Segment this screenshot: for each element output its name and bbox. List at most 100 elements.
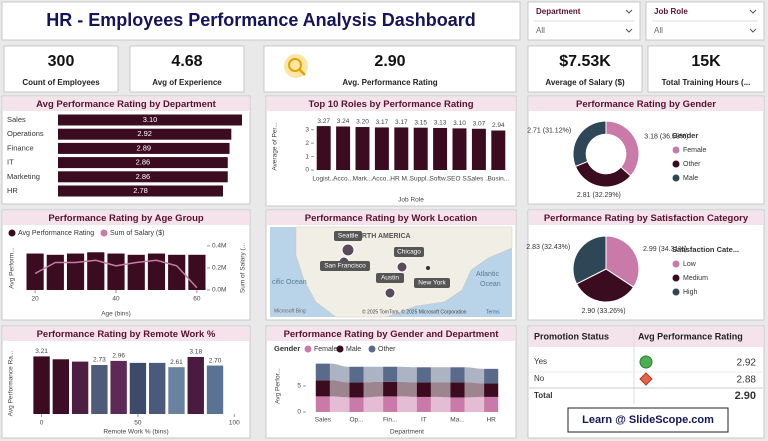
city-label: New York [418,280,446,287]
slicer-value: All [536,26,545,35]
bar [147,253,166,290]
x-axis-title: Job Role [398,197,424,204]
ribbon [329,363,350,383]
y-tick-label: Marketing [7,172,40,181]
data-label: 3.13 [434,120,447,127]
kpi-value: $7.53K [559,53,611,70]
data-label: 3.20 [356,119,369,126]
legend-marker [672,174,680,182]
ribbon [430,382,451,398]
city-tag [394,247,424,257]
segment [315,396,330,412]
bar [58,114,242,126]
table-cell: 2.88 [737,375,757,386]
y-tick-label: 0 [297,409,301,416]
slicer[interactable]: Job Role All [645,1,765,41]
bar [52,359,70,414]
x-tick-label: 100 [229,420,240,427]
bar [33,356,50,414]
data-label: 2.92 [137,129,152,138]
footer-box[interactable] [567,407,729,433]
kpi-frame [3,45,119,93]
title-band [267,97,515,111]
bar [316,126,331,170]
city-bubble[interactable] [396,261,408,273]
x-tick-label: IT [421,417,427,424]
x-tick-label: Ma... [450,417,465,424]
chart-panel: Performance Rating by Satisfaction Categ… [526,209,765,321]
chart-panel: Performance Rating by Gender 3.18 (36.59%… [527,95,765,205]
x-tick-label: Acco... [333,176,353,183]
legend-marker [8,229,16,237]
y-tick-label: 0 [305,167,309,174]
bar [336,126,351,170]
segment [349,366,364,383]
data-label: 2.78 [133,186,148,195]
bar [71,361,89,414]
y-tick-label: 5 [297,383,301,390]
data-label: 2.86 [136,158,151,167]
segment [416,396,431,412]
legend-title: Gender [274,344,300,353]
status-icon [639,355,653,369]
data-label: 3.07 [473,120,486,127]
bar [471,128,486,170]
bar [91,365,108,414]
ribbon [397,366,417,383]
city-label: Austin [381,275,399,282]
bar [58,142,230,154]
segment [349,382,364,398]
table-total: Total [534,391,553,400]
legend-marker [304,345,312,353]
x-axis-title: Age (bins) [101,311,131,318]
panel-title: Performance Rating by Satisfaction Categ… [544,213,749,224]
slicer[interactable]: Department All [527,1,641,41]
y-tick-label: Sales [7,115,26,124]
legend-title: Gender [672,131,698,140]
title-box [1,1,521,41]
panel-title: Performance Rating by Gender [576,99,716,110]
kpi-label: Avg. Performance Rating [342,78,437,87]
city-tag [414,278,450,288]
segment [450,382,465,398]
chart-panel: Top 10 Roles by Performance Rating Logist… [265,95,517,207]
y-tick-label: 1 [305,153,309,160]
data-label: 2.83 (32.43%) [526,244,570,251]
x-tick-label: HR M... [390,176,412,183]
map-terms[interactable]: Terms [486,309,500,315]
footer-link[interactable]: Learn @ SlideScope.com [582,414,714,426]
x-tick-label: Mark... [353,176,373,183]
city-bubble[interactable] [341,243,355,257]
data-label: 3.21 [35,348,48,355]
data-label: 2.99 (34.31%) [643,246,687,253]
slicer-value: All [654,26,663,35]
legend-label: Low [683,261,697,268]
x-tick-label: 20 [31,296,39,303]
legend-marker [368,345,376,353]
ribbon [329,380,350,398]
panel-title: Performance Rating by Remote Work % [37,329,216,340]
segment [484,396,499,412]
kpi-frame [129,45,245,93]
city-bubble[interactable] [384,287,396,299]
bar [491,130,506,170]
legend-marker [672,146,680,154]
city-bubble[interactable] [426,266,430,270]
data-label: 2.94 [492,122,505,129]
bar [168,254,186,290]
chart-panel: Performance Rating by Remote Work % 0 50 10… [1,325,251,439]
bar [26,253,44,290]
legend-label: Male [346,346,361,353]
segment [484,383,499,397]
title-band [267,211,515,225]
ribbon [464,367,485,384]
x-axis-title: Department [390,429,424,436]
y2-tick-label: 0.2M [212,265,226,272]
map-logo: Microsoft Bing [274,308,306,314]
kpi-value: 2.90 [374,53,405,70]
legend-label: Avg Performance Rating [18,230,94,237]
x-tick-label: Suppl... [410,176,432,183]
kpi-label: Total Training Hours (... [662,78,751,87]
